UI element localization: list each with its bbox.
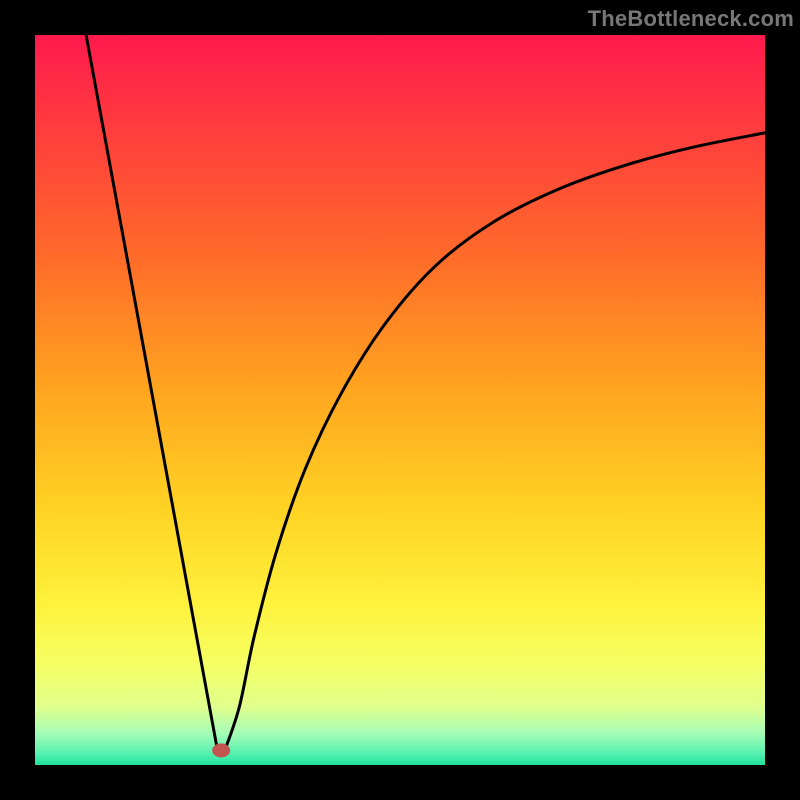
watermark-text: TheBottleneck.com	[588, 6, 794, 32]
chart-frame: TheBottleneck.com	[0, 0, 800, 800]
plot-area	[35, 35, 765, 765]
bottleneck-curve-chart	[35, 35, 765, 765]
gradient-background	[35, 35, 765, 765]
optimal-point-marker	[212, 743, 230, 757]
